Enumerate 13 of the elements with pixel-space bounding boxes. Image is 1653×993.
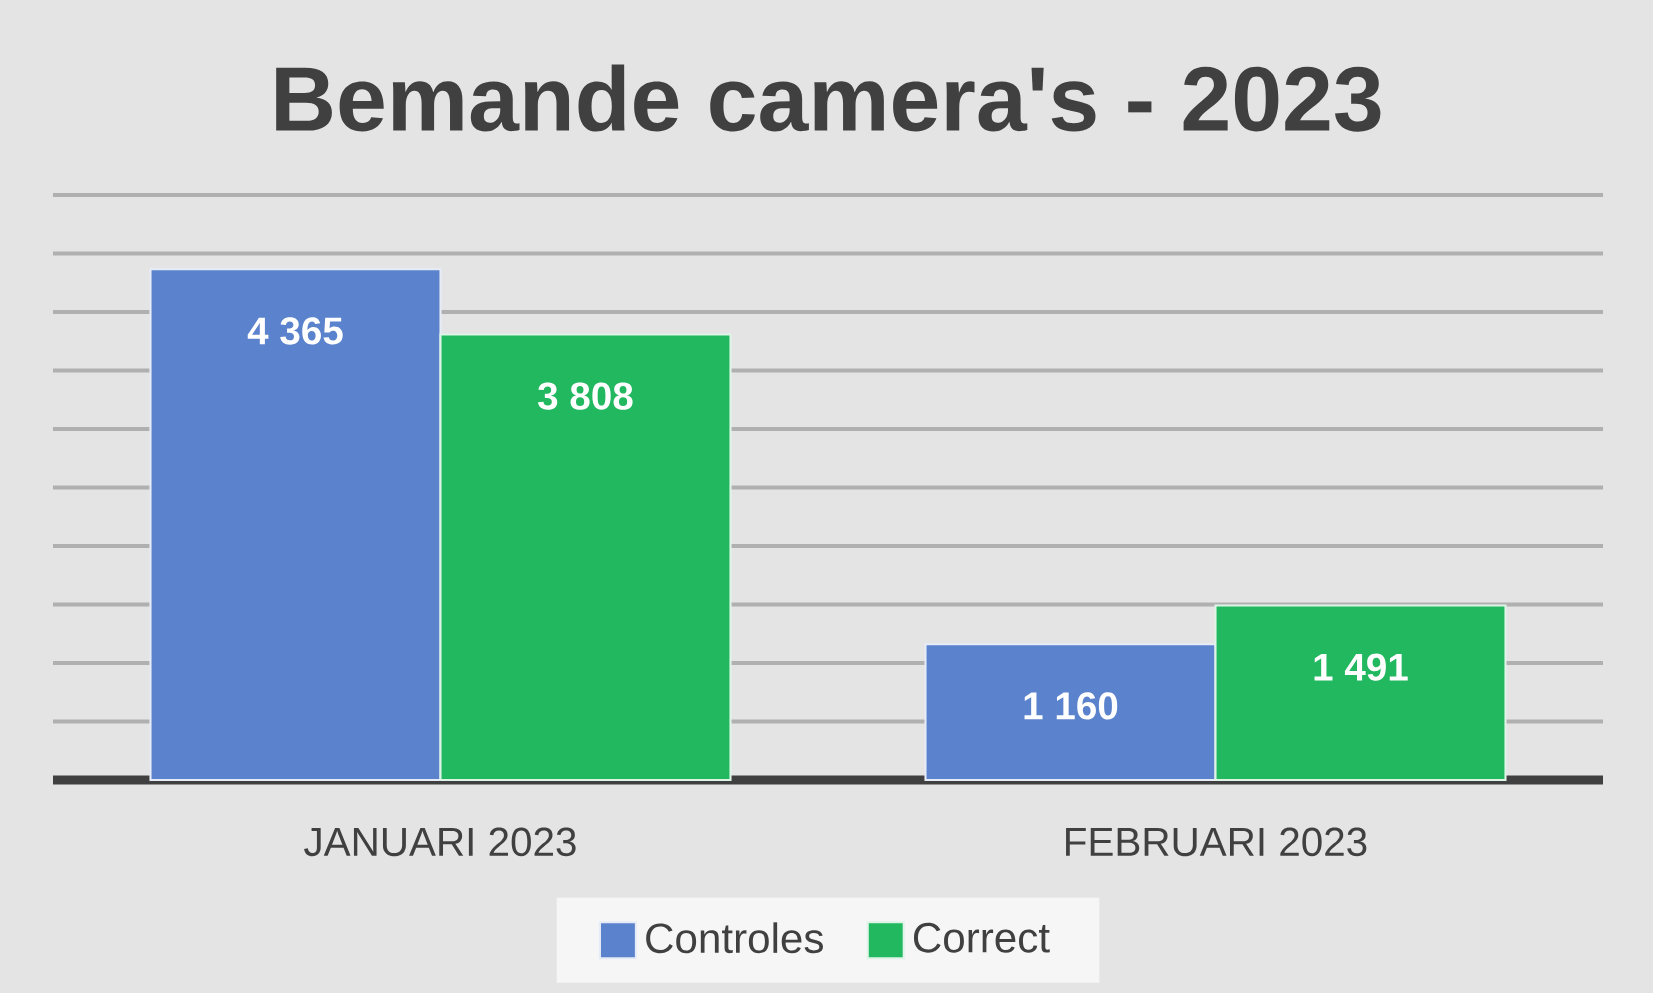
x-tick-label: FEBRUARI 2023: [1066, 827, 1367, 857]
x-tick-label: JANUARI 2023: [304, 827, 576, 857]
chart-title: Bemande camera's - 2023: [276, 64, 1381, 132]
bar: [1214, 604, 1507, 782]
bar: [924, 643, 1217, 782]
data-label: 3 808: [538, 382, 633, 410]
bar: [149, 268, 442, 782]
legend-label: Correct: [913, 922, 1050, 953]
bar: [439, 333, 732, 782]
data-label: 1 160: [1024, 692, 1118, 720]
data-label: 1 491: [1314, 653, 1408, 681]
data-label: 4 365: [247, 317, 343, 345]
legend-label: Controles: [646, 922, 823, 954]
